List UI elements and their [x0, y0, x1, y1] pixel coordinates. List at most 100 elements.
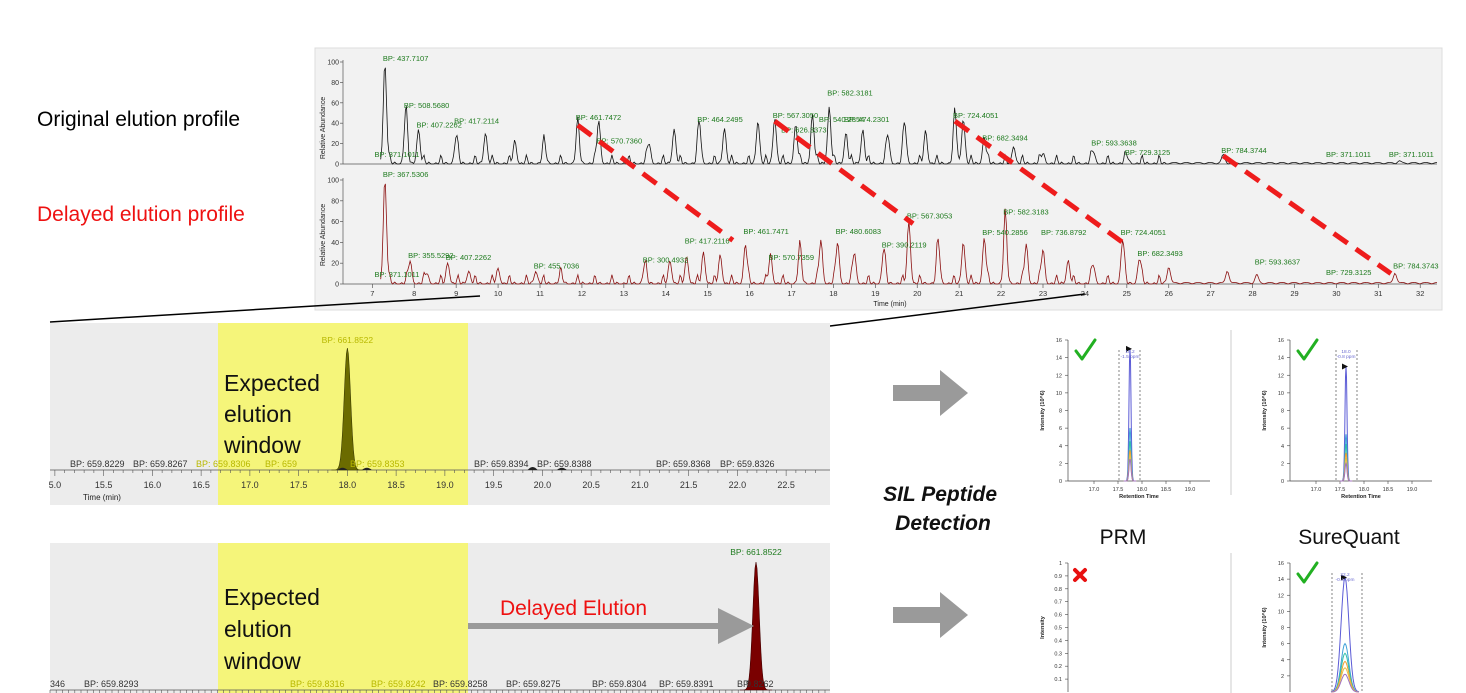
zoom1-baseline-label: BP: 659.8388 — [537, 459, 592, 469]
retention-shift-dashed-line — [576, 123, 735, 243]
surequant-top-y-axis-label: Intensity (10^6) — [1262, 390, 1268, 430]
prm-bottom-y-tick-label: 0.3 — [1054, 651, 1062, 657]
zoom1-x-tick-label: 18.0 — [339, 480, 357, 490]
prm-top-transition-line — [1123, 348, 1137, 482]
surequant-top-x-tick-label: 18.0 — [1359, 487, 1370, 493]
delayed-window-line2: elution — [224, 616, 292, 642]
zoom1-small-bump — [527, 467, 538, 470]
delayed-bp-annotation: BP: 390.2119 — [882, 241, 927, 250]
zoom1-x-tick-label: 17.0 — [241, 480, 259, 490]
delayed-y-tick-label: 20 — [331, 261, 339, 268]
zoom2-baseline-label: BP: 659.8293 — [84, 679, 139, 689]
overview-y-axis-label-bottom: Relative Abundance — [320, 204, 327, 266]
prm-top-x-axis-label: Retention Time — [1119, 494, 1159, 500]
prm-top-peak-ppm-label: -1.5 ppm — [1121, 354, 1140, 360]
delayed-bp-annotation: BP: 371.1011 — [375, 270, 420, 279]
prm-top-peak-rt-label: 18.2 — [1125, 349, 1135, 355]
delayed-window-line1: Expected — [224, 584, 320, 610]
surequant-bottom-peak-rt-label: 22.2 — [1340, 572, 1350, 578]
original-bp-annotation: BP: 437.7107 — [383, 54, 428, 63]
overview-panel-background — [314, 47, 1443, 311]
surequant-top-x-tick-label: 19.0 — [1407, 487, 1418, 493]
overview-x-tick-label: 28 — [1248, 289, 1256, 298]
zoom1-x-tick-label: 5.0 — [49, 480, 62, 490]
zoom1-x-tick-label: 17.5 — [290, 480, 308, 490]
overview-x-tick-label: 8 — [412, 289, 416, 298]
surequant-bottom-y-tick-label: 8 — [1281, 626, 1284, 632]
delayed-peak — [740, 561, 772, 691]
surequant-top-peak-rt-label: 18.0 — [1341, 349, 1351, 355]
overview-x-tick-label: 7 — [370, 289, 374, 298]
zoom2-baseline-label: BP — [737, 679, 749, 689]
original-bp-annotation: BP: 626.3373 — [781, 125, 826, 134]
zoom1-x-axis-label: Time (min) — [83, 493, 121, 502]
expected-peak — [331, 347, 364, 471]
original-bp-annotation: BP: 464.2495 — [697, 115, 742, 124]
original-bp-annotation: BP: 474.2301 — [844, 115, 889, 124]
expected-window-line3: window — [223, 432, 301, 458]
surequant-top-x-tick-label: 17.0 — [1311, 487, 1322, 493]
original-bp-annotation: BP: 729.3125 — [1125, 148, 1170, 157]
original-bp-annotation: BP: 593.3638 — [1091, 139, 1136, 148]
prm-top-x-tick-label: 19.0 — [1185, 487, 1196, 493]
overview-x-tick-label: 23 — [1039, 289, 1047, 298]
prm-top-apex-marker — [1126, 345, 1132, 352]
original-bp-annotation: BP: 784.3744 — [1221, 146, 1266, 155]
delayed-y-tick-label: 100 — [327, 178, 339, 185]
surequant-top-transition-line — [1339, 452, 1353, 482]
surequant-bottom-y-tick-label: 6 — [1281, 642, 1284, 648]
surequant-top-transition-line — [1339, 461, 1353, 482]
expected-zoom-panel: 5.0 15.5 16.0 16.5 17.0 17.5 18.0 18.5 19.0 19.5 2… — [49, 323, 830, 505]
surequant-top-transition-line — [1339, 434, 1353, 482]
surequant-bottom-y-tick-label: 12 — [1278, 593, 1284, 599]
delayed-bp-annotation: BP: 784.3743 — [1393, 262, 1438, 271]
check-icon — [1296, 338, 1319, 361]
zoom2-baseline-label: 9.8262 — [746, 679, 774, 689]
overview-x-tick-label: 9 — [454, 289, 458, 298]
overview-x-tick-label: 20 — [913, 289, 921, 298]
surequant-top-y-tick-label: 14 — [1278, 356, 1284, 362]
sil-detection-line1: SIL Peptide — [883, 483, 997, 506]
delayed-bp-annotation: BP: 480.6083 — [836, 227, 881, 236]
overview-x-tick-label: 27 — [1206, 289, 1214, 298]
zoom2-baseline-label: BP: 659.8275 — [506, 679, 561, 689]
prm-bottom-y-tick-label: 0.9 — [1054, 574, 1062, 580]
prm-top-x-tick-label: 18.0 — [1137, 487, 1148, 493]
overview-x-tick-label: 16 — [745, 289, 753, 298]
delayed-profile-label: Delayed elution profile — [37, 203, 245, 226]
zoom1-x-tick-label: 21.0 — [631, 480, 649, 490]
overview-x-tick-label: 26 — [1165, 289, 1173, 298]
delayed-bp-annotation: BP: 540.2856 — [982, 228, 1027, 237]
overview-x-tick-label: 15 — [703, 289, 711, 298]
overview-x-tick-label: 25 — [1123, 289, 1131, 298]
prm-bottom-y-tick-label: 0.2 — [1054, 664, 1062, 670]
prm-top-y-tick-label: 2 — [1059, 461, 1062, 467]
zoom1-x-tick-label: 16.0 — [144, 480, 162, 490]
overview-x-tick-label: 18 — [829, 289, 837, 298]
zoom1-baseline-label: BP: 659.8306 — [196, 459, 251, 469]
prm-label: PRM — [1100, 526, 1147, 549]
zoom2-baseline-label: BP: 659.8304 — [592, 679, 647, 689]
zoom1-x-tick-label: 22.5 — [777, 480, 795, 490]
overview-x-tick-label: 21 — [955, 289, 963, 298]
surequant-top-x-tick-label: 18.5 — [1383, 487, 1394, 493]
prm-bottom-y-tick-label: 1 — [1059, 561, 1062, 567]
surequant-bottom-apex-marker — [1341, 574, 1347, 581]
delayed-zoom-panel: BP: 661.8522 346 BP: 659.8293 BP: 659.8316 B… — [49, 543, 830, 693]
delayed-window-line3: window — [223, 648, 301, 674]
original-bp-annotation: BP: 724.4051 — [953, 111, 998, 120]
surequant-bottom-y-tick-label: 16 — [1278, 561, 1284, 567]
zoom1-small-bump — [337, 467, 348, 470]
prm-bottom-y-tick-label: 0.8 — [1054, 587, 1062, 593]
overview-x-tick-label: 19 — [871, 289, 879, 298]
zoom1-small-bump — [361, 467, 372, 470]
original-bp-annotation: BP: 540.2854 — [819, 115, 864, 124]
zoom2-baseline-label: 346 — [50, 679, 65, 689]
prm-bottom-y-axis-label: Intensity — [1040, 615, 1046, 639]
retention-shift-dashed-line — [1221, 153, 1393, 276]
prm-bottom-y-tick-label: 0.4 — [1054, 638, 1062, 644]
expected-window-line2: elution — [224, 401, 292, 427]
delayed-y-tick-label: 80 — [331, 198, 339, 205]
prm-top-y-tick-label: 4 — [1059, 444, 1062, 450]
delayed-y-tick-label: 60 — [331, 219, 339, 226]
